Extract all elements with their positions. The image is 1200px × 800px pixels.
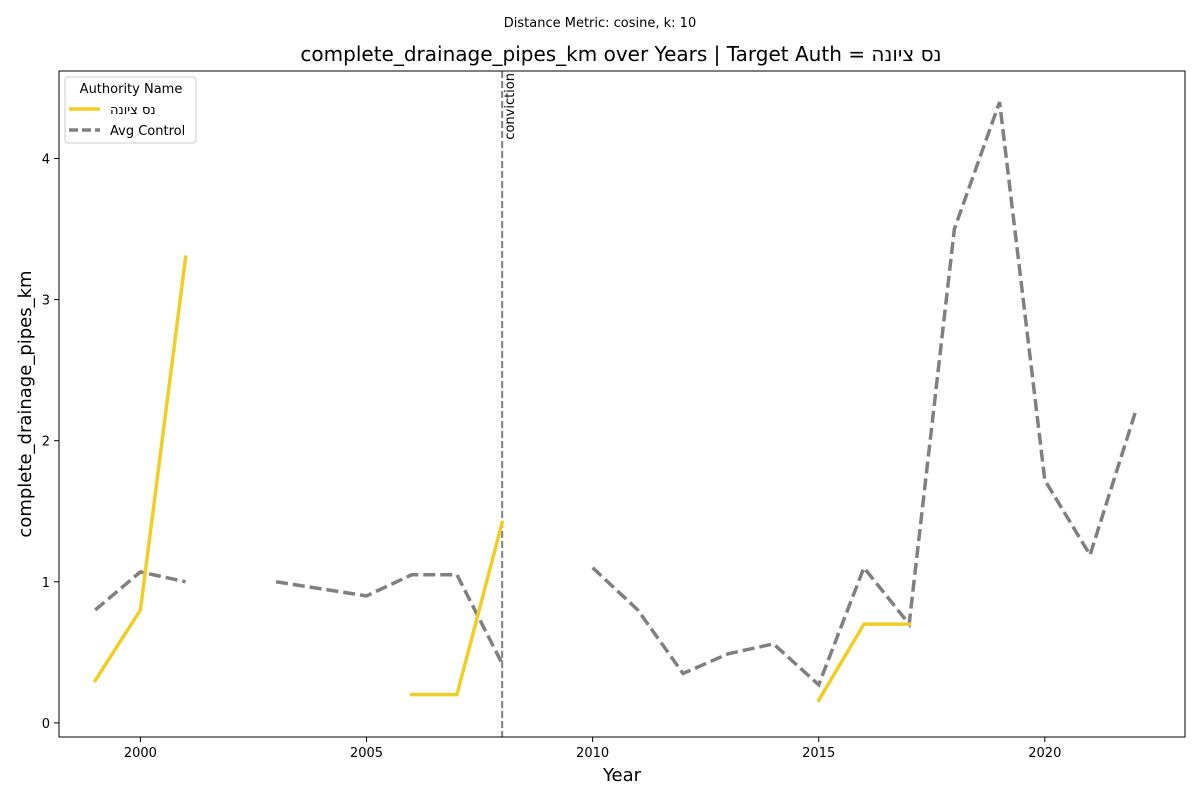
y-axis: 0 1 2 3 4 [42,152,59,732]
legend-title: Authority Name [80,82,183,97]
series-line-target [92,255,911,703]
chart-suptitle: Distance Metric: cosine, k: 10 [504,16,696,31]
y-tick-label: 2 [42,435,50,450]
chart-title: complete_drainage_pipes_km over Years | … [300,42,941,66]
legend-label-target: נס ציונה [110,103,156,118]
x-axis: 2000 2005 2010 2015 2020 [124,737,1061,761]
y-tick-label: 1 [42,576,50,591]
x-tick-label: 2020 [1028,746,1061,761]
y-tick-label: 4 [42,152,50,167]
plot-frame [58,70,1186,738]
y-tick-label: 0 [42,717,50,732]
conviction-label: conviction [503,73,518,140]
x-axis-label: Year [602,765,642,786]
plot-area [59,71,1185,737]
x-tick-label: 2000 [124,746,157,761]
legend-label-control: Avg Control [110,124,185,139]
series-layer [92,101,1137,703]
annotations: conviction [501,71,518,737]
y-axis-label: complete_drainage_pipes_km [15,270,36,537]
legend-frame [64,76,197,144]
x-tick-label: 2010 [576,746,609,761]
y-tick-label: 3 [42,294,50,309]
legend: Authority Name נס ציונה Avg Control [64,76,197,144]
x-tick-label: 2005 [350,746,383,761]
plot-background [59,71,1185,737]
x-tick-label: 2015 [802,746,835,761]
series-line-avg-control [94,101,1137,688]
